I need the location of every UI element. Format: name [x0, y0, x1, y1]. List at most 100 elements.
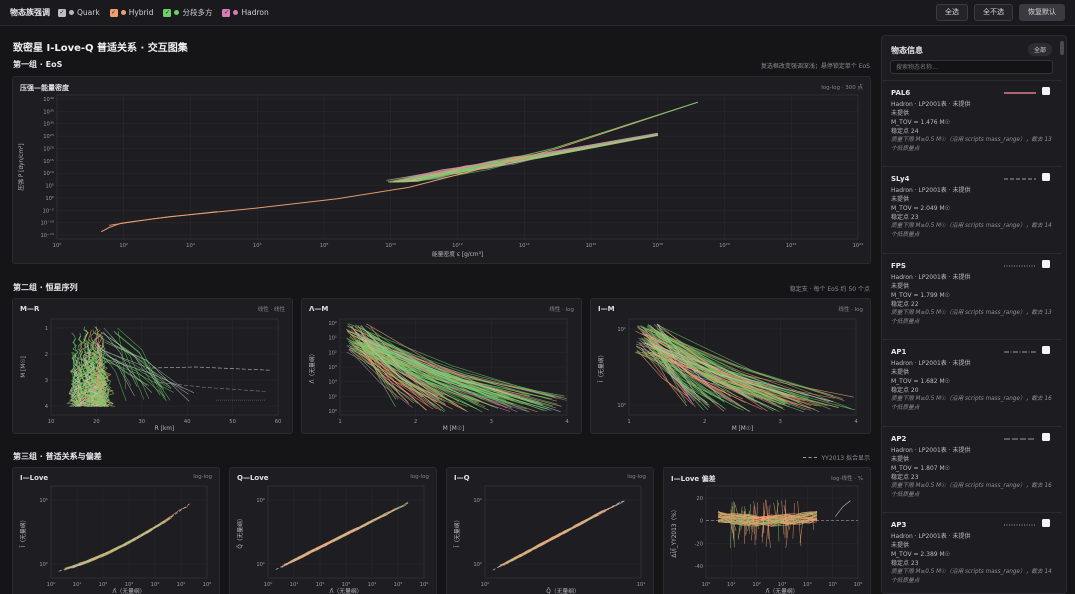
x-axis-label: Λ̄（无量纲）	[113, 587, 146, 594]
series-line	[94, 506, 189, 559]
series-line	[399, 133, 658, 182]
eos-max-mass: M_TOV = 2.389 M☉	[891, 550, 951, 558]
eos-stable-count: 稳定点 23	[891, 559, 919, 567]
x-tick-label: 10⁴	[368, 582, 377, 588]
eos-name: FPS	[891, 261, 906, 270]
series-line	[97, 349, 153, 393]
eos-list-item[interactable]: PAL6 Hadron · LP2001表 · 未提供 未提供 M_TOV = 1.4…	[882, 80, 1062, 166]
y-axis-label: M [M☉]	[20, 356, 27, 378]
show-all-button[interactable]: 全部	[1027, 43, 1052, 56]
i-love-deviation-panel[interactable]: I—Love 偏差 log-线性 · % 10⁰ 10¹ 10² 10³ 10⁴ 10⁵ 1…	[663, 467, 871, 594]
series-line	[645, 333, 812, 407]
eos-checkbox[interactable]	[1042, 346, 1050, 355]
eos-checkbox[interactable]	[1042, 432, 1050, 441]
lambda-mass-panel[interactable]: Λ—M 线性 · log 1 2 3 4 10⁰ 10¹ 10² 10³ 10⁴ 10⁵ 10⁶ M …	[301, 298, 582, 434]
eos-list-item[interactable]: SLy4 Hadron · LP2001表 · 未提供 未提供 M_TOV = 2.0…	[882, 166, 1062, 252]
eos-family-source: Hadron · LP2001表 · 未提供	[891, 273, 971, 281]
i-q-panel[interactable]: I—Q log-log 10⁰ 10¹ 10¹ 10² Q̄（无量纲） Ī（无量纲）	[446, 467, 654, 594]
eos-line-style-icon	[1004, 178, 1036, 180]
chart-svg: 10 20 30 40 50 60 1 2 3 4 R [km] M [M☉]	[20, 318, 281, 432]
series-line	[80, 361, 95, 407]
eos-checkbox[interactable]	[1042, 259, 1050, 268]
series-line	[72, 380, 81, 407]
series-line	[90, 355, 105, 407]
series-line	[58, 502, 192, 572]
reset-default-button[interactable]: 恢复默认	[1019, 4, 1065, 21]
toolbar-buttons: 全选 全不选 恢复默认	[936, 4, 1065, 21]
family-toggle[interactable]: ✓ 分段多方	[163, 7, 212, 18]
eos-list-item[interactable]: AP3 Hadron · LP2001表 · 未提供 未提供 M_TOV = 2.38…	[882, 511, 1062, 593]
series-line	[360, 325, 440, 400]
y-tick-label: 10¹	[39, 498, 48, 504]
series-line	[753, 501, 759, 530]
chart-svg: 1 2 3 4 10¹ 10² M [M☉] Ī（无量纲）	[597, 318, 858, 432]
series-line	[354, 340, 544, 409]
family-checkbox[interactable]: ✓	[109, 8, 118, 17]
q-love-panel[interactable]: Q—Love log-log 10⁰ 10¹ 10² 10³ 10⁴ 10⁵ 10⁶ 10⁰ 1…	[229, 467, 437, 594]
y-tick-label: 10³⁰	[43, 122, 54, 128]
eos-checkbox[interactable]	[1042, 173, 1050, 182]
family-checkbox[interactable]: ✓	[222, 8, 231, 17]
family-checkbox[interactable]: ✓	[163, 8, 172, 17]
series-line	[781, 500, 785, 535]
y-tick-label: 10⁰	[328, 321, 337, 327]
x-tick-label: 1	[627, 419, 630, 425]
eos-warning: 质量下限 M≥0.5 M☉（沿用 scripts mass_range），截去 …	[891, 137, 1052, 152]
eos-checkbox[interactable]	[1042, 87, 1050, 95]
series-line	[797, 501, 802, 547]
x-axis-label: R [km]	[155, 426, 174, 432]
series-line	[355, 332, 429, 407]
series-line	[64, 520, 167, 569]
series-line	[346, 328, 530, 413]
series-line	[648, 352, 744, 411]
select-all-button[interactable]: 全选	[936, 4, 968, 21]
eos-warning: 质量下限 M≥0.5 M☉（沿用 scripts mass_range），截去 …	[891, 309, 1052, 325]
x-tick-label: 3	[490, 419, 493, 425]
family-color-dot-icon	[174, 10, 180, 15]
x-axis-label: Q̄（无量纲）	[546, 587, 580, 594]
series-line	[349, 337, 553, 407]
inertia-mass-panel[interactable]: I—M 线性 · log 1 2 3 4 10¹ 10² M [M☉] Ī（无量纲）	[590, 298, 871, 434]
y-tick-label: -40	[695, 564, 703, 570]
eos-name: AP1	[891, 348, 907, 357]
x-tick-label: 10⁵	[394, 582, 403, 588]
x-axis-label: Λ̄（无量纲）	[330, 587, 363, 594]
sidebar-scrollbar[interactable]	[1060, 41, 1064, 55]
family-toggle[interactable]: ✓ Hadron	[222, 8, 269, 17]
x-tick-label: 10⁸	[320, 243, 329, 249]
series-line	[651, 336, 809, 397]
x-tick-label: 10²²	[786, 243, 797, 249]
panel-subtitle: log-log	[410, 474, 429, 480]
y-axis-label: Ī（无量纲）	[597, 352, 605, 383]
series-line	[71, 351, 81, 407]
eos-checkbox[interactable]	[1042, 518, 1050, 527]
y-tick-label: 10⁻¹⁰	[41, 221, 55, 227]
y-tick-label: 1	[45, 326, 48, 332]
family-checkbox[interactable]: ✓	[58, 8, 66, 17]
y-tick-label: 10⁴⁰	[43, 97, 54, 103]
family-toggle[interactable]: ✓ Hybrid	[109, 8, 153, 17]
y-tick-label: 10³⁵	[43, 109, 54, 115]
panel-title: I—Love	[20, 474, 49, 482]
series-line	[792, 502, 795, 539]
eos-list-item[interactable]: AP1 Hadron · LP2001表 · 未提供 未提供 M_TOV = 1.68…	[882, 339, 1062, 425]
y-axis-label: Q̄（无量纲）	[236, 515, 244, 549]
series-line	[366, 346, 489, 411]
pressure-density-panel[interactable]: 压强—能量密度 log-log · 300 点 10⁰ 10² 10⁴ 10⁶ 10⁸ 1…	[12, 76, 871, 264]
series-line	[834, 500, 851, 517]
eos-list-item[interactable]: FPS Hadron · LP2001表 · 未提供 未提供 M_TOV = 1.79…	[882, 252, 1062, 339]
family-toggle[interactable]: ✓ Quark	[58, 8, 100, 17]
series-line	[774, 502, 779, 524]
mass-radius-panel[interactable]: M—R 线性 · 线性 10 20 30 40 50 60 1 2 3 4 R [km] M [M☉]	[12, 298, 293, 434]
select-none-button[interactable]: 全不选	[974, 4, 1013, 21]
series-line	[102, 350, 189, 395]
eos-list: PAL6 Hadron · LP2001表 · 未提供 未提供 M_TOV = 1.4…	[882, 80, 1062, 593]
section-title-eos: 第一组 · EoS	[13, 60, 63, 69]
x-tick-label: 10¹	[73, 582, 82, 588]
eos-reference: 未提供	[891, 369, 910, 377]
x-tick-label: 10⁰	[481, 582, 490, 588]
i-love-panel[interactable]: I—Love log-log 10⁰ 10¹ 10² 10³ 10⁴ 10⁵ 10⁶ 10¹ 1…	[12, 467, 220, 594]
series-line	[737, 510, 743, 540]
eos-list-item[interactable]: AP2 Hadron · LP2001表 · 未提供 未提供 M_TOV = 1.80…	[882, 425, 1062, 512]
eos-search-input[interactable]	[890, 60, 1053, 74]
